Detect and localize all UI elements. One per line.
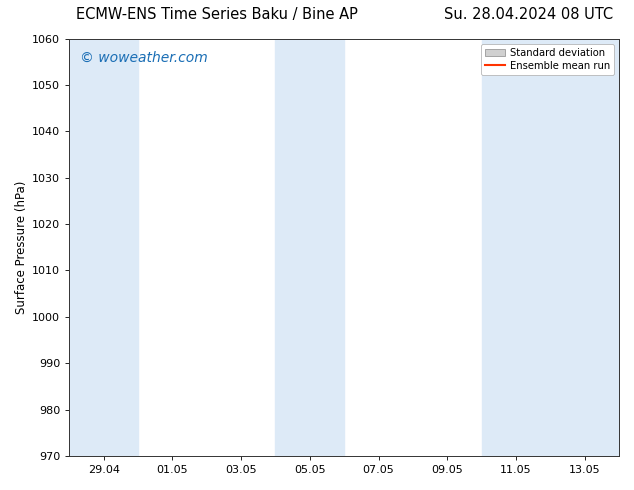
Text: ECMW-ENS Time Series Baku / Bine AP: ECMW-ENS Time Series Baku / Bine AP [76,7,358,23]
Y-axis label: Surface Pressure (hPa): Surface Pressure (hPa) [15,181,28,314]
Text: Su. 28.04.2024 08 UTC: Su. 28.04.2024 08 UTC [444,7,613,23]
Legend: Standard deviation, Ensemble mean run: Standard deviation, Ensemble mean run [481,44,614,74]
Text: © woweather.com: © woweather.com [81,51,208,65]
Bar [69,39,138,456]
Bar [482,39,619,456]
Bar [275,39,344,456]
